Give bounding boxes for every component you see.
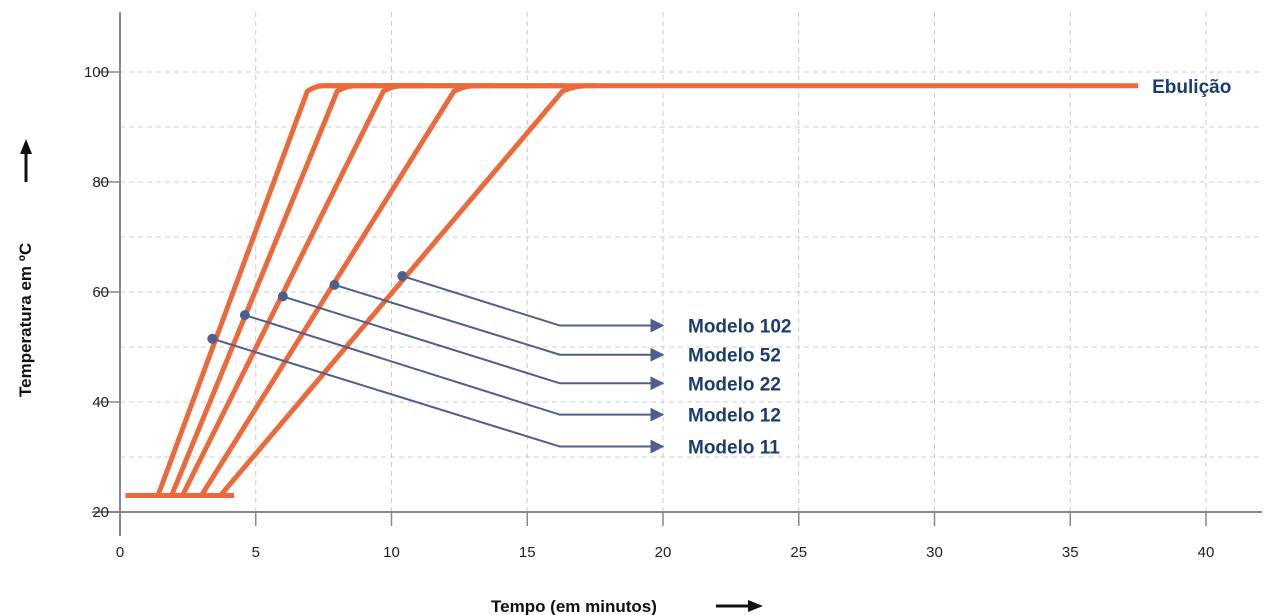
y-axis-title: Temperatura em ºC [16, 243, 35, 397]
series-line [169, 83, 425, 497]
grid [120, 12, 1262, 512]
x-tick-label: 40 [1198, 544, 1215, 561]
series-lines [125, 83, 1139, 498]
series-line [180, 83, 492, 497]
y-tick-label: 20 [92, 504, 109, 521]
y-tick-label: 100 [84, 64, 109, 81]
x-tick-label: 30 [926, 544, 943, 561]
model-label: Modelo 11 [688, 438, 780, 459]
x-tick-label: 25 [790, 544, 807, 561]
data-point-marker [397, 271, 408, 282]
data-point-marker [207, 333, 218, 344]
series-line [155, 83, 425, 497]
y-tick-label: 40 [92, 394, 109, 411]
model-label: Modelo 12 [688, 406, 781, 427]
x-axis-title: Tempo (em minutos) [491, 597, 657, 615]
x-tick-label: 10 [383, 544, 400, 561]
x-tick-label: 5 [252, 544, 260, 561]
callout-line [402, 275, 665, 333]
y-tick-label: 80 [92, 174, 109, 191]
model-label: Modelo 102 [688, 317, 791, 338]
callout-line [282, 295, 665, 391]
callout-line [334, 283, 665, 362]
callouts: Modelo 102 Modelo 52 Modelo 22 Modelo 12 Mod… [207, 271, 791, 459]
series-line [199, 83, 563, 497]
x-tick-label: 35 [1062, 544, 1079, 561]
y-axis-arrow-icon [20, 139, 32, 182]
tick-labels: 0 5 10 15 20 25 30 35 40 20 40 60 80 100 [84, 64, 1214, 561]
callout-line [244, 314, 665, 422]
series-line [218, 83, 598, 498]
callout-line [212, 337, 665, 454]
data-point-marker [329, 279, 340, 290]
x-tick-label: 20 [655, 544, 672, 561]
model-label: Modelo 22 [688, 374, 781, 395]
data-point-marker [277, 291, 288, 302]
x-axis-arrow-icon [716, 600, 763, 612]
y-tick-label: 60 [92, 284, 109, 301]
x-axis-title-group: Tempo (em minutos) [491, 597, 763, 615]
y-axis-title-group: Temperatura em ºC [16, 139, 35, 397]
boiling-label: Ebulição [1152, 77, 1231, 98]
x-tick-label: 0 [116, 544, 124, 561]
data-point-marker [239, 310, 250, 321]
x-tick-label: 15 [519, 544, 536, 561]
axes [92, 12, 1262, 536]
model-label: Modelo 52 [688, 346, 781, 367]
